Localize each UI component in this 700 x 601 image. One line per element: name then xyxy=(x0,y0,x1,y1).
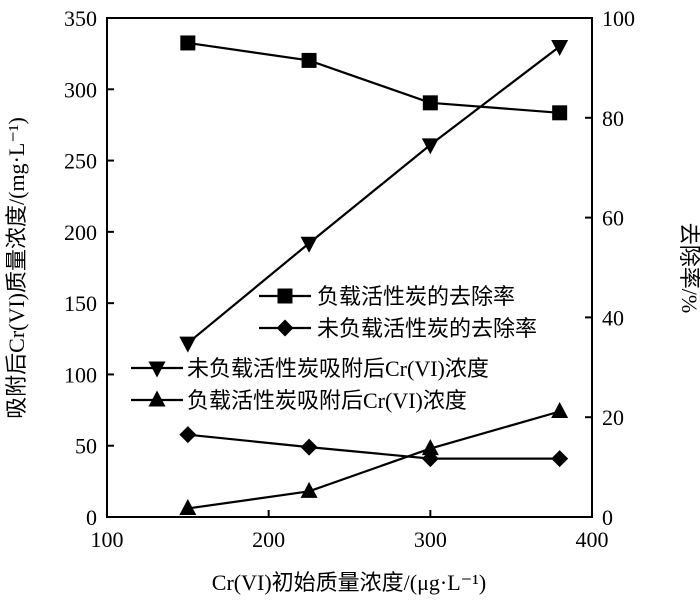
tick-marks xyxy=(106,17,593,518)
y-axis-left-title: 吸附后Cr(VI)质量浓度/(mg·L⁻¹) xyxy=(4,117,29,419)
plot-frame xyxy=(106,17,593,518)
series-line xyxy=(187,433,560,460)
y-left-tick-label: 0 xyxy=(86,505,97,530)
series-line xyxy=(187,410,560,510)
y-axis-right-title: 去除率/% xyxy=(677,223,700,313)
tick-labels: 100 200 300 4000501001502002503003500204060… xyxy=(64,6,635,552)
legend-item: 未负载活性炭的去除率 xyxy=(259,316,537,341)
y-left-tick-label: 150 xyxy=(64,291,97,316)
data-point-square xyxy=(180,35,196,51)
series-line xyxy=(187,41,560,114)
legend-item: 负载活性炭吸附后Cr(VI)浓度 xyxy=(131,388,467,413)
legend-label: 未负载活性炭的去除率 xyxy=(317,316,537,341)
data-point-triangle-down xyxy=(421,138,439,155)
y-right-tick-label: 40 xyxy=(602,305,624,330)
series-2 xyxy=(179,426,569,468)
y-left-tick-label: 200 xyxy=(64,220,97,245)
series-3 xyxy=(179,40,569,353)
series-4 xyxy=(179,401,569,515)
data-point-diamond xyxy=(551,450,569,468)
y-right-tick-label: 80 xyxy=(602,106,624,131)
y-right-tick-label: 60 xyxy=(602,206,624,231)
data-point-square xyxy=(552,105,568,121)
y-right-tick-label: 20 xyxy=(602,405,624,430)
data-point-triangle-down xyxy=(179,336,197,353)
series-line xyxy=(187,45,561,344)
series-layer xyxy=(179,35,569,515)
y-left-tick-label: 50 xyxy=(75,434,97,459)
y-right-tick-label: 0 xyxy=(602,505,613,530)
data-point-triangle-up xyxy=(551,401,569,418)
legend: 负载活性炭的去除率未负载活性炭的去除率未负载活性炭吸附后Cr(VI)浓度负载活性… xyxy=(131,284,537,413)
y-left-tick-label: 100 xyxy=(64,362,97,387)
data-point-square xyxy=(422,95,438,111)
x-tick-label: 300 xyxy=(414,527,447,552)
data-point-triangle-up xyxy=(300,481,318,498)
x-tick-label: 400 xyxy=(576,527,609,552)
legend-item: 负载活性炭的去除率 xyxy=(259,284,515,309)
y-left-tick-label: 350 xyxy=(64,6,97,31)
y-left-tick-label: 250 xyxy=(64,149,97,174)
legend-item: 未负载活性炭吸附后Cr(VI)浓度 xyxy=(131,356,489,381)
data-point-square xyxy=(301,52,317,68)
legend-marker-diamond xyxy=(276,319,294,337)
data-point-triangle-up xyxy=(421,439,439,456)
data-point-triangle-down xyxy=(551,40,569,57)
legend-marker-square xyxy=(277,288,293,304)
legend-label: 负载活性炭的去除率 xyxy=(317,284,515,309)
x-tick-label: 200 xyxy=(252,527,285,552)
y-left-tick-label: 300 xyxy=(64,77,97,102)
legend-marker-triangle-down xyxy=(148,361,166,378)
series-1 xyxy=(180,35,568,121)
data-point-triangle-down xyxy=(300,236,318,253)
y-right-tick-label: 100 xyxy=(602,6,635,31)
data-point-triangle-up xyxy=(179,498,197,515)
legend-label: 未负载活性炭吸附后Cr(VI)浓度 xyxy=(187,356,489,381)
legend-marker-triangle-up xyxy=(148,390,166,407)
legend-label: 负载活性炭吸附后Cr(VI)浓度 xyxy=(187,388,467,413)
data-point-diamond xyxy=(179,426,197,444)
x-tick-label: 100 xyxy=(91,527,124,552)
x-axis-title: Cr(VI)初始质量浓度/(μg·L⁻¹) xyxy=(212,570,486,595)
data-point-diamond xyxy=(300,438,318,456)
